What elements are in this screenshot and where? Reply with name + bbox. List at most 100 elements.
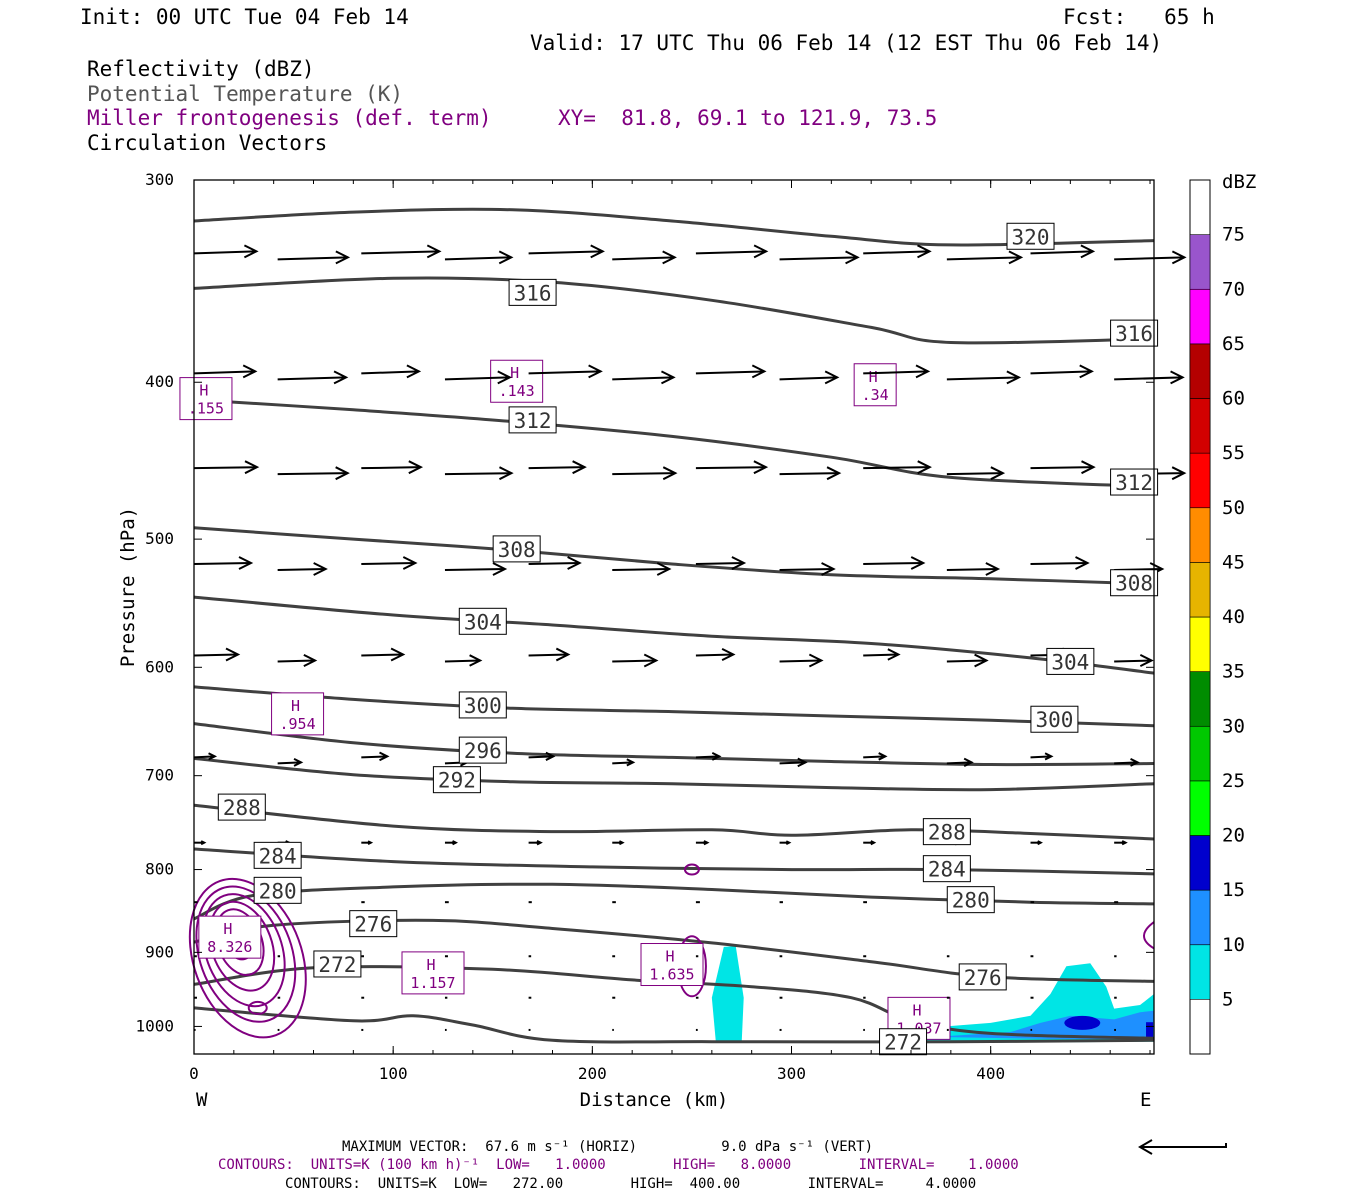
frontogenesis-contour (201, 893, 286, 1008)
plot-frame (193, 179, 1155, 1055)
frontogenesis-contour (683, 863, 700, 876)
theta-contour-label: 308 (498, 538, 536, 562)
circulation-vector (444, 466, 514, 481)
colorbar-swatch (1189, 780, 1211, 836)
frontogenesis-contour (247, 1000, 268, 1015)
west-label: W (196, 1089, 208, 1111)
circulation-vector (361, 460, 424, 475)
theta-label-box (492, 535, 541, 563)
x-tick-label: 400 (976, 1064, 1005, 1083)
theta-label-box (432, 766, 481, 794)
circulation-vector (528, 647, 571, 662)
y-tick-label: 1000 (135, 1016, 174, 1035)
theta-contour-label: 284 (259, 844, 297, 868)
forecast-hour: Fcst: 65 h (1063, 5, 1215, 29)
frontogenesis-max-marker: H (291, 697, 300, 715)
frontogenesis-max-box (271, 692, 325, 736)
x-tick-label: 300 (777, 1064, 806, 1083)
cross-section-endpoints: XY= 81.8, 69.1 to 121.9, 73.5 (558, 106, 938, 130)
theta-label-box (879, 1028, 928, 1056)
circulation-vector (779, 466, 842, 481)
theta-contour-284 (193, 847, 1155, 876)
colorbar-label: 30 (1222, 715, 1245, 737)
circulation-vector (528, 751, 556, 761)
reference-vector-arrow (1138, 1139, 1227, 1155)
frontogenesis-max-marker: H (426, 956, 435, 974)
theta-label-box (217, 793, 266, 821)
theta-label-box (922, 855, 971, 883)
circulation-vector (695, 647, 736, 661)
circulation-vector (361, 364, 422, 379)
circulation-vector (1114, 840, 1128, 846)
frontogenesis-max-box (401, 951, 465, 995)
theta-contour-280 (193, 882, 1155, 921)
frontogenesis-max-box (640, 943, 704, 987)
theta-label-box (253, 876, 302, 904)
theta-contour-label: 292 (438, 769, 476, 793)
colorbar-swatch (1189, 944, 1211, 1000)
circulation-vector (863, 460, 932, 475)
theta-contour-label: 288 (223, 796, 261, 820)
circulation-vector (361, 840, 374, 846)
theta-contour-label: 272 (318, 953, 356, 977)
theta-contour-label: 284 (928, 858, 966, 882)
y-tick-label: 800 (145, 860, 174, 879)
theta-label-box (1030, 705, 1079, 733)
circulation-vector (528, 839, 543, 846)
circulation-vector (695, 364, 767, 379)
circulation-vector (277, 562, 328, 576)
theta-contour-300 (193, 685, 1155, 728)
y-axis-label: Pressure (hPa) (117, 507, 139, 667)
circulation-vector (863, 752, 888, 761)
frontogenesis-contour-note: CONTOURS: UNITS=K (100 km h)⁻¹ LOW= 1.00… (218, 1157, 1019, 1173)
y-tick-label: 600 (145, 657, 174, 676)
frontogenesis-max-marker: H (199, 382, 208, 400)
theta-contour-296 (193, 722, 1155, 767)
circulation-vector (779, 757, 808, 768)
theta-contour-label: 300 (1035, 708, 1073, 732)
circulation-vector (779, 840, 792, 846)
frontogenesis-max-box (490, 359, 544, 403)
colorbar-label: 45 (1222, 551, 1245, 573)
colorbar-swatch (1189, 725, 1211, 782)
circulation-vector (1114, 757, 1140, 767)
circulation-vector (444, 370, 512, 385)
theta-contour-308 (193, 526, 1155, 586)
circulation-vector (1030, 556, 1090, 570)
colorbar-unit: dBZ (1222, 171, 1256, 193)
frontogenesis-max-marker: H (223, 920, 232, 938)
theta-contour-316 (193, 276, 1155, 345)
circulation-vector (1030, 364, 1094, 379)
circulation-vector (1030, 752, 1054, 761)
frontogenesis-max-value: 1.157 (410, 974, 455, 992)
circulation-vector (863, 840, 877, 846)
circulation-vector (444, 250, 514, 265)
colorbar-label: 60 (1222, 388, 1245, 410)
circulation-vector (779, 250, 860, 265)
colorbar-label: 50 (1222, 497, 1245, 519)
maximum-vector-note: MAXIMUM VECTOR: 67.6 m s⁻¹ (HORIZ) 9.0 d… (342, 1139, 874, 1155)
field-theta: Potential Temperature (K) (87, 82, 404, 106)
y-tick-label: 500 (145, 529, 174, 548)
colorbar-label: 70 (1222, 278, 1245, 300)
theta-label-box (1110, 569, 1159, 597)
theta-contour-label: 304 (1051, 650, 1089, 674)
theta-label-box (253, 841, 302, 869)
colorbar-swatch (1189, 398, 1211, 454)
circulation-vector (695, 556, 747, 570)
theta-contour-label: 308 (1115, 572, 1153, 596)
circulation-vector (277, 466, 350, 481)
theta-contour-label: 312 (514, 409, 552, 433)
y-tick-label: 700 (145, 766, 174, 785)
circulation-vector (528, 364, 603, 379)
x-tick-label: 100 (379, 1064, 408, 1083)
theta-label-box (946, 886, 995, 914)
circulation-vector (779, 653, 824, 668)
frontogenesis-max-marker: H (912, 1001, 921, 1019)
colorbar-swatch (1189, 835, 1211, 891)
circulation-vector (612, 466, 678, 481)
theta-contour-label: 316 (514, 281, 552, 305)
theta-label-box (458, 691, 507, 719)
colorbar-label: 20 (1222, 825, 1245, 847)
circulation-vector (277, 370, 349, 385)
